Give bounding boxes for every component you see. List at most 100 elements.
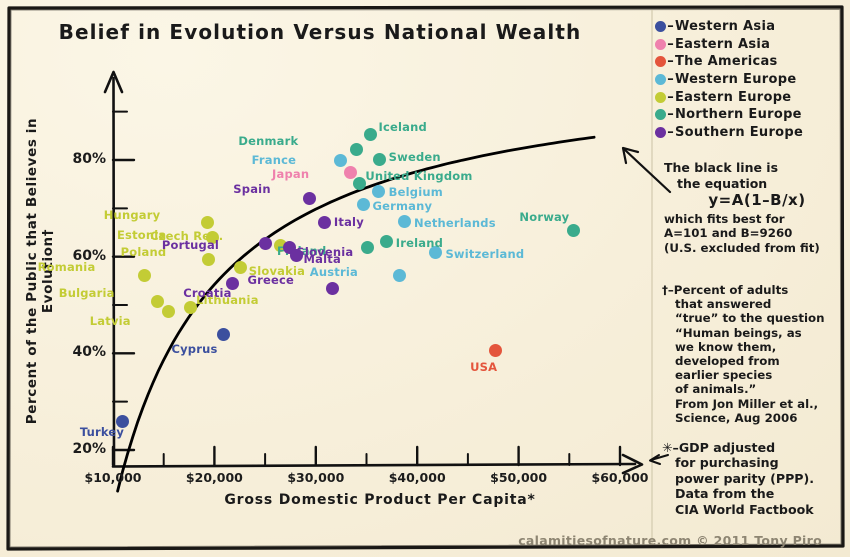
data-point-croatia[interactable]: [226, 277, 240, 291]
legend-dash: –: [667, 72, 674, 88]
data-point-cyprus[interactable]: [217, 327, 231, 341]
point-label-greece: Greece: [247, 272, 295, 287]
legend-item-western-europe[interactable]: – Western Europe: [655, 71, 803, 89]
point-label-romania: Romania: [37, 260, 96, 275]
legend-swatch-icon: [655, 38, 666, 50]
point-label-czech-rep: Czech Rep.: [150, 229, 224, 244]
legend-dash: –: [667, 124, 674, 140]
data-point-estonia[interactable]: [205, 230, 219, 244]
data-point-ireland[interactable]: [380, 234, 394, 248]
legend-swatch-icon: [655, 56, 666, 68]
data-point-malta[interactable]: [290, 249, 304, 263]
legend-swatch-icon: [655, 109, 666, 121]
point-label-slovenia: Slovenia: [296, 245, 354, 259]
x-tick-label: $20,000: [185, 470, 243, 485]
data-point-france[interactable]: [333, 153, 347, 167]
legend-label: Western Asia: [675, 19, 776, 35]
data-point-austria[interactable]: [393, 268, 407, 282]
footnote-line: †–Percent of adults: [662, 283, 789, 297]
data-point-japan[interactable]: [343, 165, 357, 179]
footnote-line: Science, Aug 2006: [675, 410, 798, 425]
data-point-iceland[interactable]: [364, 128, 378, 142]
data-point-denmark[interactable]: [349, 142, 363, 156]
data-point-italy[interactable]: [318, 216, 332, 230]
data-point-poland[interactable]: [201, 253, 215, 267]
data-point-greece[interactable]: [325, 282, 339, 296]
legend-item-western-asia[interactable]: – Western Asia: [655, 18, 803, 36]
data-point-switzerland[interactable]: [428, 246, 442, 260]
data-point-portugal[interactable]: [258, 236, 272, 250]
legend-item-eastern-europe[interactable]: – Eastern Europe: [655, 88, 803, 106]
star-footnote: ✳–GDP adjusted for purchasing power parity…: [662, 440, 850, 517]
data-point-slovakia[interactable]: [234, 260, 248, 274]
point-label-sweden: Sweden: [388, 150, 441, 165]
y-tick-label: 40%: [72, 344, 106, 361]
equation-intro-line1: The black line is: [664, 160, 779, 175]
point-label-norway: Norway: [519, 209, 570, 224]
data-point-romania[interactable]: [137, 268, 151, 282]
credit-line: calamitiesofnature.com © 2011 Tony Piro: [518, 533, 822, 548]
data-point-hungary[interactable]: [200, 216, 214, 230]
footnote-line: ✳–GDP adjusted: [662, 440, 776, 455]
legend-dash: –: [667, 89, 674, 105]
legend-label: Eastern Asia: [675, 36, 771, 52]
data-point-sweden[interactable]: [373, 152, 387, 166]
legend-item-northern-europe[interactable]: – Northern Europe: [655, 106, 803, 124]
legend-label: Southern Europe: [675, 124, 804, 140]
footnote-line: “true” to the question: [675, 311, 825, 326]
legend-item-the-americas[interactable]: – The Americas: [655, 53, 803, 71]
data-point-spain[interactable]: [303, 192, 317, 206]
point-label-switzerland: Switzerland: [445, 246, 525, 261]
legend-dash: –: [667, 107, 674, 123]
legend-item-southern-europe[interactable]: – Southern Europe: [655, 124, 803, 142]
point-label-united-kingdom: United Kingdom: [365, 169, 473, 184]
data-point-bulgaria[interactable]: [151, 294, 165, 308]
legend-swatch-icon: [655, 91, 666, 103]
data-point-netherlands[interactable]: [397, 215, 411, 229]
legend-dash: –: [667, 36, 674, 52]
point-label-latvia: Latvia: [89, 313, 131, 328]
equation-intro-line2: the equation: [677, 175, 768, 191]
point-label-turkey: Turkey: [79, 425, 125, 439]
page-title: Belief in Evolution Versus National Weal…: [58, 20, 582, 44]
data-point-united-kingdom[interactable]: [352, 176, 366, 190]
point-label-poland: Poland: [120, 244, 167, 259]
data-point-norway[interactable]: [566, 224, 580, 238]
legend: – Western Asia – Eastern Asia – The Americas –…: [655, 18, 803, 141]
data-point-latvia[interactable]: [162, 305, 176, 319]
legend-item-eastern-asia[interactable]: – Eastern Asia: [655, 36, 803, 54]
equation-annotation: The black line is the equation y=A(1–B/x…: [664, 160, 850, 255]
point-label-hungary: Hungary: [103, 207, 161, 222]
legend-label: Western Europe: [675, 72, 797, 88]
point-label-netherlands: Netherlands: [414, 215, 496, 230]
point-label-bulgaria: Bulgaria: [58, 286, 115, 301]
data-point-belgium[interactable]: [372, 184, 386, 198]
equation-formula: y=A(1–B/x): [708, 191, 806, 209]
axis-ticks: [111, 110, 622, 467]
data-point-germany[interactable]: [356, 197, 370, 211]
x-tick-label: $10,000: [84, 470, 142, 485]
point-label-cyprus: Cyprus: [171, 342, 218, 356]
footnote-line: earlier species: [675, 368, 773, 383]
footnote-line: developed from: [675, 354, 780, 369]
data-point-lithuania[interactable]: [183, 301, 197, 315]
point-label-croatia: Croatia: [183, 285, 232, 300]
footnote-line: Data from the: [675, 486, 775, 502]
data-point-usa[interactable]: [488, 344, 502, 358]
legend-label: Eastern Europe: [675, 89, 792, 105]
legend-swatch-icon: [655, 74, 666, 86]
data-point-finland[interactable]: [361, 240, 374, 254]
point-label-lithuania: Lithuania: [196, 292, 259, 307]
legend-label: Northern Europe: [675, 107, 802, 123]
point-label-france: France: [251, 153, 297, 167]
footnote-line: of animals.”: [675, 382, 757, 397]
point-label-spain: Spain: [233, 181, 271, 196]
point-label-portugal: Portugal: [161, 238, 220, 253]
point-label-ireland: Ireland: [395, 236, 444, 251]
legend-label: The Americas: [675, 54, 778, 70]
dagger-footnote: †–Percent of adults that answered “true” t…: [662, 283, 850, 425]
fit-curve: [116, 135, 596, 493]
data-point-turkey[interactable]: [115, 414, 129, 428]
y-tick-label: 80%: [72, 151, 106, 167]
